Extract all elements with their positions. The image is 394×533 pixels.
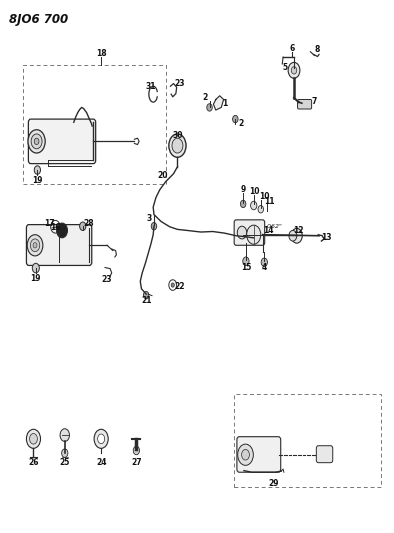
- Circle shape: [57, 223, 67, 238]
- Text: 27: 27: [131, 458, 142, 467]
- Text: 4: 4: [262, 263, 267, 272]
- Circle shape: [32, 263, 39, 273]
- Text: 16: 16: [50, 223, 61, 232]
- Circle shape: [171, 283, 174, 287]
- Text: 25: 25: [59, 458, 70, 467]
- Text: 8JO6 700: 8JO6 700: [9, 13, 68, 26]
- Text: 19: 19: [32, 176, 43, 185]
- Text: 13: 13: [322, 233, 332, 242]
- FancyBboxPatch shape: [297, 100, 312, 109]
- Text: 28: 28: [83, 219, 93, 228]
- Circle shape: [237, 226, 247, 239]
- Text: 17: 17: [44, 219, 54, 228]
- Text: 22: 22: [174, 282, 185, 291]
- Text: 20: 20: [157, 171, 168, 180]
- FancyBboxPatch shape: [316, 446, 333, 463]
- Circle shape: [61, 449, 68, 457]
- Text: 15: 15: [241, 263, 251, 272]
- Text: 12: 12: [293, 226, 303, 235]
- Circle shape: [26, 429, 41, 448]
- Circle shape: [242, 449, 249, 460]
- Circle shape: [251, 201, 257, 210]
- FancyBboxPatch shape: [234, 220, 265, 245]
- Circle shape: [172, 138, 183, 153]
- Circle shape: [243, 257, 249, 265]
- Circle shape: [34, 166, 41, 174]
- Bar: [23, 65, 166, 184]
- Bar: [234, 394, 381, 487]
- FancyBboxPatch shape: [26, 224, 92, 265]
- Circle shape: [143, 292, 149, 299]
- Polygon shape: [214, 96, 224, 110]
- Text: 6: 6: [289, 44, 294, 53]
- Circle shape: [247, 225, 261, 244]
- Text: 26: 26: [28, 458, 39, 467]
- Circle shape: [291, 67, 297, 74]
- Text: 10: 10: [250, 187, 260, 196]
- Text: 30: 30: [172, 131, 183, 140]
- Circle shape: [291, 228, 302, 243]
- Text: 23: 23: [174, 79, 185, 88]
- Circle shape: [28, 130, 45, 153]
- Circle shape: [288, 62, 300, 78]
- Text: 9: 9: [241, 185, 246, 194]
- Circle shape: [169, 134, 186, 157]
- Text: 2: 2: [238, 119, 243, 128]
- FancyBboxPatch shape: [237, 437, 281, 472]
- Text: 3: 3: [147, 214, 152, 223]
- Circle shape: [240, 200, 246, 208]
- Text: 23: 23: [101, 274, 112, 284]
- Circle shape: [30, 239, 40, 252]
- Circle shape: [98, 434, 105, 443]
- Circle shape: [33, 243, 37, 248]
- Text: 1: 1: [223, 99, 228, 108]
- Text: 31: 31: [146, 82, 156, 91]
- Circle shape: [34, 138, 39, 144]
- Text: 21: 21: [141, 296, 151, 305]
- Text: .062": .062": [266, 224, 283, 229]
- Circle shape: [30, 433, 37, 444]
- Circle shape: [80, 222, 86, 230]
- Text: 10: 10: [259, 192, 269, 201]
- Circle shape: [31, 134, 42, 149]
- Text: 18: 18: [96, 49, 106, 58]
- Circle shape: [151, 222, 157, 230]
- Text: 2: 2: [202, 93, 208, 102]
- Text: 5: 5: [282, 63, 287, 72]
- Circle shape: [207, 104, 212, 111]
- Text: 8: 8: [315, 45, 320, 54]
- Text: 19: 19: [31, 274, 41, 283]
- Circle shape: [94, 429, 108, 448]
- Circle shape: [60, 429, 69, 441]
- Text: 7: 7: [312, 96, 317, 106]
- Circle shape: [232, 115, 238, 123]
- Text: 24: 24: [96, 458, 106, 467]
- Circle shape: [238, 444, 253, 465]
- Circle shape: [27, 235, 43, 256]
- Text: 11: 11: [264, 197, 275, 206]
- Circle shape: [133, 446, 139, 455]
- Circle shape: [258, 206, 264, 213]
- FancyBboxPatch shape: [28, 119, 96, 164]
- Text: 29: 29: [268, 479, 279, 488]
- Circle shape: [261, 258, 268, 266]
- Text: 14: 14: [263, 226, 273, 235]
- Circle shape: [289, 230, 297, 241]
